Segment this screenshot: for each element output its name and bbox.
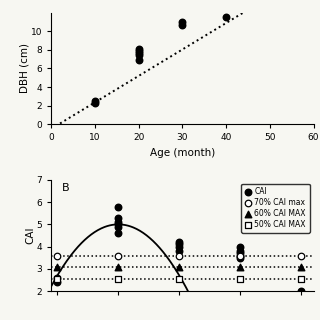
70% CAI max — [177, 253, 182, 258]
60% CAI MAX — [238, 264, 243, 269]
Point — [136, 46, 141, 52]
50% CAI MAX — [55, 276, 60, 282]
CAI — [177, 249, 182, 254]
CAI — [299, 289, 304, 294]
X-axis label: Age (month): Age (month) — [150, 148, 215, 158]
Y-axis label: DBH (cm): DBH (cm) — [19, 44, 29, 93]
60% CAI MAX — [299, 264, 304, 269]
Text: B: B — [62, 183, 69, 193]
CAI — [177, 242, 182, 247]
50% CAI MAX — [299, 276, 304, 282]
CAI — [55, 280, 60, 285]
CAI — [116, 231, 121, 236]
CAI — [116, 215, 121, 220]
60% CAI MAX — [55, 264, 60, 269]
60% CAI MAX — [116, 264, 121, 269]
CAI — [238, 244, 243, 249]
CAI — [116, 224, 121, 229]
50% CAI MAX — [238, 276, 243, 282]
Point — [136, 50, 141, 55]
60% CAI MAX — [177, 264, 182, 269]
CAI — [116, 204, 121, 209]
CAI — [55, 275, 60, 280]
CAI — [177, 240, 182, 245]
Point — [92, 99, 98, 104]
70% CAI max — [55, 253, 60, 258]
50% CAI MAX — [116, 276, 121, 282]
CAI — [238, 253, 243, 258]
CAI — [116, 220, 121, 225]
CAI — [238, 255, 243, 260]
50% CAI MAX — [177, 276, 182, 282]
Legend: CAI, 70% CAI max, 60% CAI MAX, 50% CAI MAX: CAI, 70% CAI max, 60% CAI MAX, 50% CAI M… — [242, 184, 310, 233]
70% CAI max — [238, 253, 243, 258]
Point — [92, 100, 98, 105]
Point — [224, 15, 229, 20]
Point — [136, 53, 141, 58]
CAI — [116, 222, 121, 227]
CAI — [238, 249, 243, 254]
Point — [136, 58, 141, 63]
Point — [180, 20, 185, 25]
70% CAI max — [299, 253, 304, 258]
Y-axis label: CAI: CAI — [25, 227, 35, 244]
CAI — [177, 244, 182, 249]
Point — [180, 22, 185, 28]
CAI — [238, 251, 243, 256]
70% CAI max — [116, 253, 121, 258]
Point — [136, 48, 141, 53]
